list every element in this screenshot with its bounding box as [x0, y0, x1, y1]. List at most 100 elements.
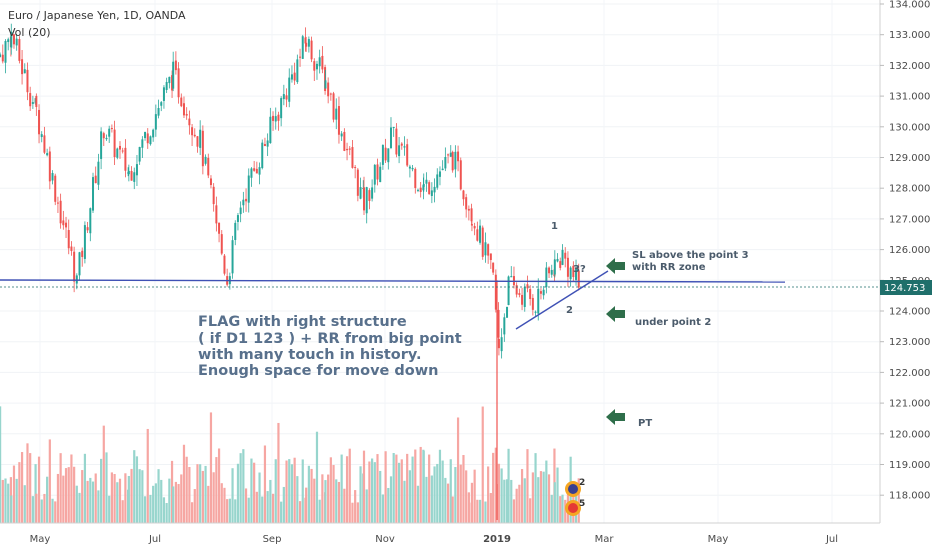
volume-bar [520, 469, 524, 523]
volume-bar [271, 493, 275, 523]
candle-body [534, 311, 537, 313]
arrow-under-icon[interactable] [606, 306, 625, 322]
candle-body [398, 145, 401, 157]
candle-body [177, 68, 180, 98]
candle-body [569, 267, 572, 280]
volume-bar [428, 454, 431, 523]
candle-body [51, 173, 54, 181]
candle-body [83, 225, 86, 259]
candle-body [462, 190, 465, 200]
price-tag-text: 124.753 [884, 283, 925, 294]
volume-bar [329, 457, 332, 523]
candle-body [141, 139, 144, 148]
volume-bar [436, 463, 439, 523]
volume-bar [515, 488, 518, 523]
candle-body [416, 189, 419, 191]
volume-bar [301, 459, 304, 523]
candle-body [204, 156, 207, 164]
volume-bar [75, 485, 78, 523]
volume-bar [130, 468, 133, 523]
candle-body [89, 208, 92, 234]
arrow-sl-icon[interactable] [606, 258, 625, 274]
candle-body [258, 167, 261, 175]
volume-bar [149, 494, 152, 523]
volume-bar [34, 464, 37, 523]
volume-bar [510, 479, 513, 523]
price-axis[interactable]: 134.000 133.000 132.000 131.000 130.000 129.0… [879, 0, 930, 523]
candle-body [144, 131, 147, 139]
volume-bar [324, 480, 327, 523]
volume-bar [373, 462, 376, 523]
y-tick-label: 128.000 [889, 184, 930, 195]
volume-bar [209, 412, 213, 523]
candle-body [160, 102, 163, 106]
candle-body [315, 63, 318, 70]
volume-bar [188, 467, 191, 523]
volume-bar [459, 464, 462, 523]
y-tick-label: 119.000 [889, 460, 930, 471]
candle-body [449, 152, 452, 157]
candle-body [473, 226, 476, 229]
event-badge-icon[interactable]: 2 5 [565, 478, 585, 516]
volume-bar [217, 448, 221, 523]
volume-bar [392, 452, 395, 523]
candle-body [479, 225, 482, 243]
volume-bar [564, 499, 567, 523]
volume-bar [542, 471, 545, 523]
candle-body [441, 168, 444, 171]
volume-bar [408, 470, 411, 523]
candle-body [484, 242, 487, 256]
candle-body [515, 285, 518, 295]
candle-body [335, 108, 338, 120]
x-tick-label: May [30, 534, 51, 545]
volume-bar [15, 478, 18, 523]
volume-bar [529, 498, 532, 523]
volume-bar [371, 458, 374, 523]
trendline[interactable] [515, 270, 609, 330]
volume-bar [539, 471, 543, 523]
candle-body [454, 151, 457, 170]
candle-body [492, 262, 495, 273]
volume-bar [559, 496, 562, 523]
volume-bar [444, 477, 447, 523]
candle-body [290, 74, 293, 80]
candle-body [4, 40, 7, 63]
candle-body [561, 249, 564, 265]
support-line[interactable] [0, 279, 786, 283]
candle-body [105, 137, 108, 140]
arrow-pt-icon[interactable] [606, 409, 625, 425]
volume-bar [492, 452, 495, 523]
volume-bar [255, 491, 258, 523]
candle-body [180, 97, 183, 107]
candle-body [220, 234, 223, 254]
candle-body [467, 208, 470, 211]
candle-body [526, 284, 529, 289]
volume-bar [550, 494, 553, 523]
volume-bar [135, 456, 139, 523]
volume-bar [110, 472, 113, 523]
candle-body [118, 145, 121, 150]
volume-bar [362, 450, 366, 523]
x-tick-label: Sep [263, 534, 282, 545]
volume-bar [441, 460, 444, 523]
volume-bar [31, 496, 34, 523]
candle-body [545, 267, 548, 288]
volume-bar [315, 431, 319, 523]
volume-bars [0, 406, 580, 523]
candle-body [433, 186, 436, 193]
candle-body [245, 198, 248, 202]
candle-body [531, 297, 534, 310]
volume-bar [438, 449, 442, 523]
volume-bar [228, 498, 231, 523]
volume-bar [46, 476, 49, 523]
candle-body [521, 294, 524, 305]
volume-bar [118, 478, 122, 523]
candle-body [296, 59, 299, 83]
volume-bar [523, 478, 526, 523]
y-tick-label: 133.000 [889, 30, 930, 41]
candle-body [564, 252, 567, 259]
time-axis[interactable]: May Jul Sep Nov 2019 Mar May Jul [0, 522, 880, 545]
candle-body [507, 276, 510, 306]
volume-bar [10, 495, 13, 523]
